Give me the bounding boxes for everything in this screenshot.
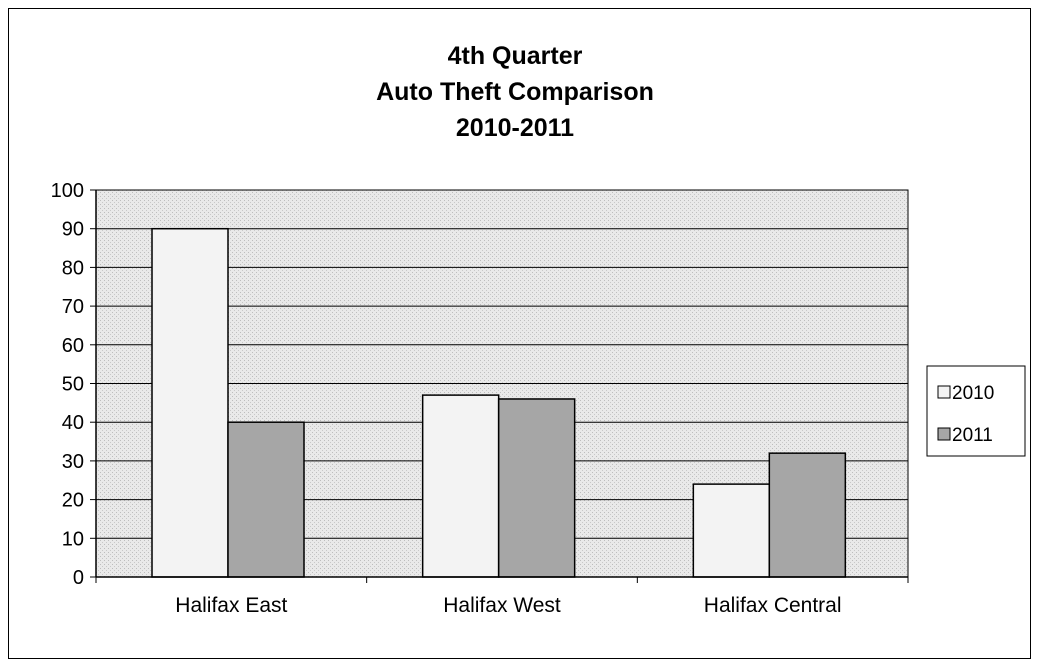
y-tick-label: 70: [62, 296, 84, 318]
y-axis: 0 10 20 30 40 50 60 70 80 90 100: [51, 180, 97, 589]
bar-2010-halifax-central: [692, 483, 771, 578]
title-line-3: 2010-2011: [456, 114, 574, 142]
y-tick-label: 90: [62, 219, 84, 241]
legend: 2010 2011: [926, 365, 1026, 457]
bar-2011-halifax-west: [497, 398, 576, 578]
chart-title: 4th Quarter Auto Theft Comparison 2010-2…: [376, 42, 654, 142]
legend-box: [926, 365, 1026, 457]
y-tick-label: 10: [62, 528, 84, 550]
legend-swatch-2010: [937, 385, 951, 399]
x-category-label: Halifax West: [443, 594, 561, 617]
legend-label-2010: 2010: [952, 383, 994, 404]
bar-2010-halifax-west: [421, 394, 500, 578]
y-tick-label: 20: [62, 490, 84, 512]
y-tick-label: 50: [62, 374, 84, 396]
y-tick-label: 30: [62, 451, 84, 473]
y-tick-label: 80: [62, 257, 84, 279]
bar-2011-halifax-central: [768, 452, 847, 578]
legend-swatch-2011: [937, 427, 951, 441]
title-line-2: Auto Theft Comparison: [376, 78, 654, 106]
y-tick-label: 60: [62, 335, 84, 357]
x-category-label: Halifax Central: [704, 594, 842, 617]
y-tick-label: 0: [73, 567, 84, 589]
title-line-1: 4th Quarter: [448, 42, 583, 70]
bars: [151, 227, 847, 578]
x-axis: Halifax East Halifax West Halifax Central: [95, 576, 909, 617]
y-tick-label: 100: [51, 180, 84, 202]
bar-2011-halifax-east: [227, 421, 305, 578]
y-tick-label: 40: [62, 412, 84, 434]
x-category-label: Halifax East: [175, 594, 287, 617]
legend-label-2011: 2011: [952, 425, 993, 446]
bar-2010-halifax-east: [151, 227, 229, 578]
